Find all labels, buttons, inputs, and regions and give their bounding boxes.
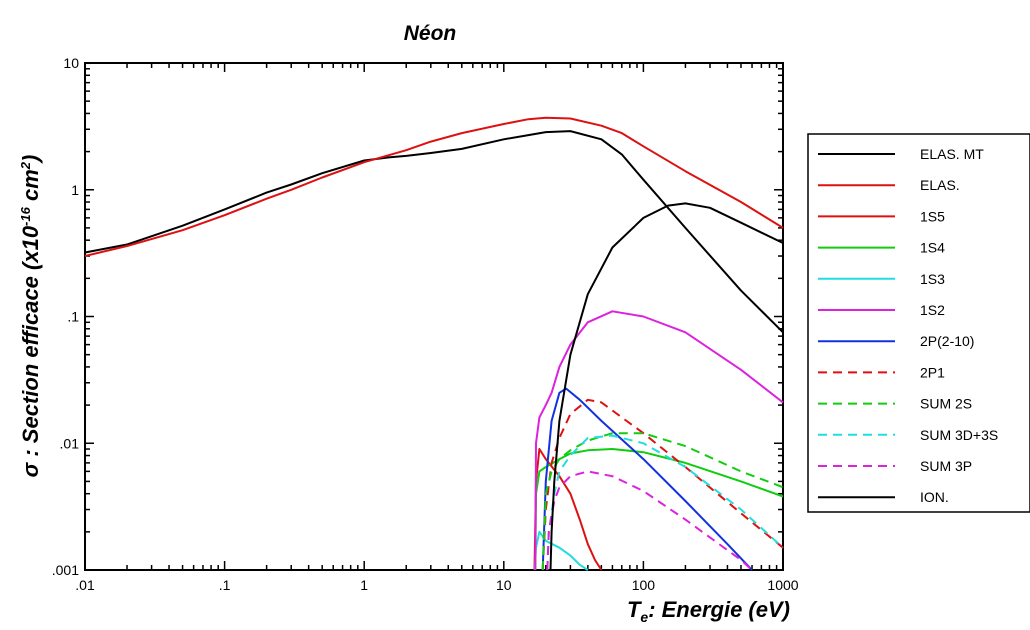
legend-label-1: ELAS. [920, 177, 960, 193]
y-axis-mid: cm [18, 169, 43, 207]
legend-label-6: 2P(2-10) [920, 333, 974, 349]
legend-label-0: ELAS. MT [920, 146, 984, 162]
y-axis-end: ) [18, 155, 43, 164]
series-line-10 [546, 470, 753, 571]
legend-label-9: SUM 3D+3S [920, 427, 998, 443]
x-tick-label: .1 [219, 577, 231, 593]
series-lines [84, 116, 784, 571]
y-tick-labels: .001 .01 .1 1 10 [52, 55, 79, 578]
x-tick-label: 100 [632, 577, 656, 593]
legend-label-11: ION. [920, 489, 949, 505]
y-tick-label: 10 [63, 55, 79, 71]
legend-label-5: 1S2 [920, 302, 945, 318]
series-line-1 [84, 116, 784, 257]
series-line-0 [84, 130, 784, 334]
legend-frame [807, 133, 1030, 513]
series-line-3 [534, 448, 784, 571]
series-line-5 [534, 310, 784, 571]
legend-items: ELAS. MT ELAS. 1S5 1S4 1S3 1S2 2P(2-10) 2P1 SUM … [818, 146, 998, 505]
legend-label-10: SUM 3P [920, 458, 972, 474]
series-line-9 [546, 434, 784, 571]
y-axis-sup1: -16 [18, 206, 33, 226]
y-tick-label: 1 [71, 182, 79, 198]
legend-label-3: 1S4 [920, 240, 945, 256]
y-axis-title: σ : Section efficace (x10-16 cm2) [18, 155, 43, 478]
series-line-11 [549, 202, 784, 571]
legend-label-8: SUM 2S [920, 396, 972, 412]
legend-label-4: 1S3 [920, 271, 945, 287]
x-tick-label: 10 [496, 577, 512, 593]
legend-label-7: 2P1 [920, 364, 945, 380]
chart-title: Néon [404, 22, 457, 45]
x-axis-text: : Energie (eV) [648, 597, 790, 622]
y-tick-label: .001 [52, 562, 79, 578]
y-tick-label: .1 [67, 309, 79, 325]
x-tick-label: 1000 [767, 577, 798, 593]
x-axis-symbol: T [627, 597, 642, 622]
series-line-2 [533, 448, 603, 571]
plot-area [84, 62, 784, 571]
x-tick-labels: .01 .1 1 10 100 1000 [75, 577, 799, 593]
series-line-6 [541, 387, 753, 571]
series-line-4 [533, 530, 589, 571]
x-axis-subscript: e [640, 609, 648, 625]
y-axis-text: σ : Section efficace (x10 [18, 225, 43, 477]
series-line-8 [541, 432, 784, 571]
x-tick-label: 1 [360, 577, 368, 593]
y-axis-sup2: 2 [18, 161, 33, 170]
y-tick-label: .01 [60, 435, 80, 451]
x-axis-title: Te: Energie (eV) [627, 597, 790, 625]
legend-label-2: 1S5 [920, 208, 945, 224]
series-line-7 [541, 398, 784, 571]
axis-ticks [84, 63, 783, 571]
x-tick-label: .01 [75, 577, 95, 593]
legend: ELAS. MT ELAS. 1S5 1S4 1S3 1S2 2P(2-10) 2P1 SUM … [807, 133, 1030, 513]
